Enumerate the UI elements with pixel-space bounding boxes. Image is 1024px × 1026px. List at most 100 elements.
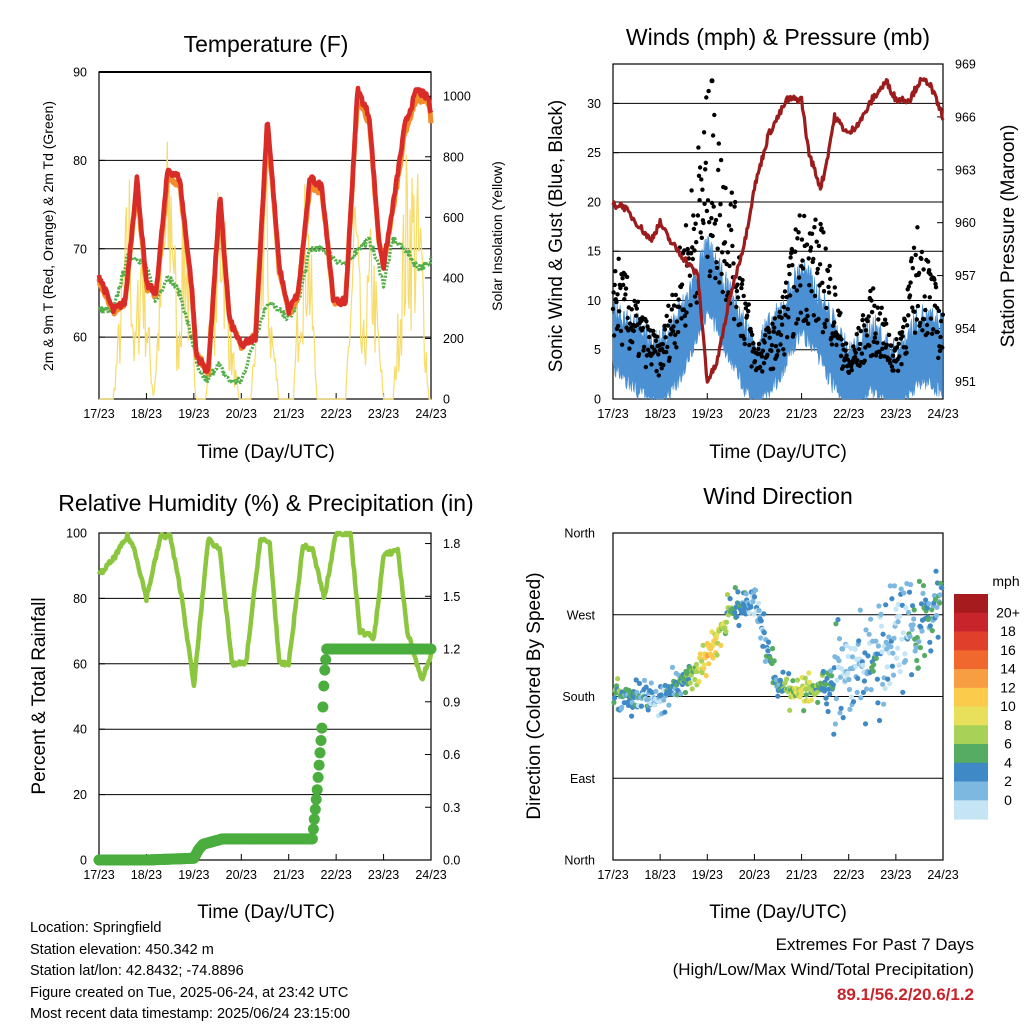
gust-point <box>767 335 772 340</box>
gust-point <box>742 336 747 341</box>
winds-y-tick-label: 10 <box>587 294 601 308</box>
direction-point <box>748 604 754 610</box>
gust-point <box>870 352 875 358</box>
precip-point <box>311 784 323 796</box>
gust-point <box>670 329 676 334</box>
gust-point <box>938 334 943 340</box>
direction-point <box>693 661 700 668</box>
gust-point <box>662 327 668 332</box>
precip-point <box>308 813 320 825</box>
direction-point <box>629 713 635 719</box>
gust-point <box>826 290 832 295</box>
gust-point <box>670 292 675 298</box>
gust-point <box>641 344 647 350</box>
gust-point <box>884 321 889 326</box>
relative-humidity-line <box>96 530 434 689</box>
direction-point <box>873 655 879 661</box>
gust-point <box>904 350 909 355</box>
winds-x-tick-label: 17/23 <box>597 407 628 421</box>
direction-point <box>833 621 839 627</box>
gust-point <box>653 338 659 343</box>
winds-right-tick-label: 954 <box>955 322 976 336</box>
winds-x-tick-label: 20/23 <box>739 407 770 421</box>
temperature-x-tick-label: 22/23 <box>321 407 352 421</box>
gust-point <box>691 213 696 218</box>
direction-point <box>895 619 901 625</box>
direction-point <box>868 687 874 693</box>
winds-y-tick-label: 30 <box>587 97 601 111</box>
gust-point <box>734 288 740 294</box>
gust-point <box>613 269 618 274</box>
gust-point <box>876 317 881 322</box>
direction-point <box>861 678 868 684</box>
gust-point <box>610 306 616 312</box>
direction-point <box>828 668 834 674</box>
direction-point <box>898 586 904 592</box>
direction-point <box>924 605 930 611</box>
direction-point <box>840 715 846 721</box>
direction-point <box>918 601 925 607</box>
precip-point <box>314 747 326 759</box>
direction-point <box>786 671 792 677</box>
direction-point <box>825 708 831 715</box>
direction-point <box>840 646 846 652</box>
gust-point <box>682 313 687 319</box>
gust-point <box>871 339 876 344</box>
direction-point <box>911 607 917 613</box>
rh-y-tick-label: 60 <box>73 657 87 671</box>
gust-point <box>673 332 678 338</box>
gust-point <box>785 306 790 312</box>
direction-point <box>799 691 805 697</box>
gust-point <box>740 277 745 283</box>
direction-point <box>723 619 730 625</box>
humidity-panel: Relative Humidity (%) & Precipitation (i… <box>29 490 474 923</box>
gust-point <box>726 290 731 295</box>
gust-point <box>629 307 634 312</box>
gust-point <box>711 204 716 209</box>
rh-x-tick-label: 24/23 <box>415 868 446 882</box>
gust-point <box>760 369 765 374</box>
wind-direction-x-tick-label: 18/23 <box>645 868 676 882</box>
gust-point <box>776 348 781 353</box>
direction-point <box>873 638 879 644</box>
gust-point <box>747 342 752 348</box>
gust-point <box>901 324 906 330</box>
extremes-subtitle: (High/Low/Max Wind/Total Precipitation) <box>672 960 974 979</box>
rh-x-tick-label: 17/23 <box>83 868 114 882</box>
gust-point <box>735 282 740 287</box>
gust-point <box>858 328 863 334</box>
gust-point <box>671 324 676 329</box>
gust-point <box>729 227 734 233</box>
humidity-left-axis-label: Percent & Total Rainfall <box>29 597 50 794</box>
gust-point <box>884 342 889 348</box>
gust-point <box>903 345 909 350</box>
temperature-x-tick-label: 20/23 <box>226 407 257 421</box>
gust-point <box>716 167 721 173</box>
temperature-y-tick-label: 90 <box>73 66 87 80</box>
direction-point <box>666 702 672 708</box>
gust-point <box>683 223 689 228</box>
direction-point <box>905 609 912 616</box>
direction-point <box>838 705 844 711</box>
gust-point <box>798 310 803 315</box>
direction-point <box>906 589 913 595</box>
gust-point <box>739 285 744 291</box>
winds-x-tick-label: 19/23 <box>692 407 723 421</box>
gust-point <box>921 317 927 322</box>
precip-point <box>312 771 324 783</box>
gust-point <box>634 306 639 311</box>
gust-point <box>813 217 818 222</box>
gust-point <box>832 320 837 325</box>
colorbar-label: 14 <box>1000 661 1016 677</box>
gust-point <box>933 281 938 287</box>
temperature-right-tick-label: 1000 <box>443 90 471 104</box>
direction-point <box>862 721 869 727</box>
temperature-y-tick-label: 70 <box>73 242 87 256</box>
temperature-x-tick-label: 24/23 <box>415 407 446 421</box>
gust-point <box>937 348 943 354</box>
direction-point <box>822 682 829 688</box>
gust-point <box>855 358 860 363</box>
gust-point <box>869 309 875 315</box>
gust-point <box>807 283 812 288</box>
direction-point <box>902 651 908 657</box>
